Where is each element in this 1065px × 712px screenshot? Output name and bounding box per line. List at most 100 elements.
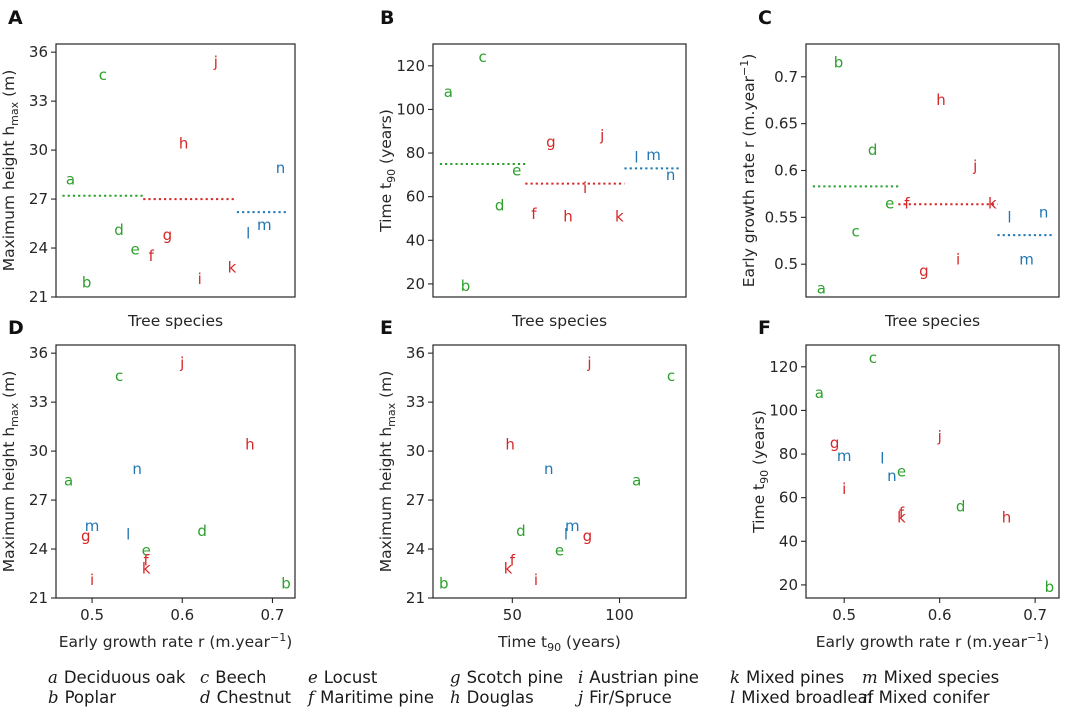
- legend-item-n: n Mixed conifer: [862, 688, 990, 707]
- panel-C-ytick-label: 0.55: [765, 208, 798, 226]
- panel-A-ylabel: Maximum height hmax (m): [0, 70, 21, 272]
- legend-letter: i: [578, 668, 584, 687]
- panel-E-ytick-label: 36: [406, 344, 425, 362]
- panel-C-point-e: e: [885, 194, 894, 212]
- panel-B-point-m: m: [646, 146, 661, 164]
- panel-B-letter: B: [380, 7, 394, 29]
- legend-species-name: Locust: [323, 668, 378, 687]
- panel-D-ytick-label: 33: [29, 393, 48, 411]
- panel-B-point-c: c: [478, 48, 486, 66]
- panel-B-ytick-label: 40: [406, 231, 425, 249]
- panel-A-point-l: l: [246, 224, 250, 242]
- panel-F-xlabel: Early growth rate r (m.year−1): [816, 631, 1050, 651]
- panel-F-point-l: l: [880, 449, 884, 467]
- panel-B-point-b: b: [461, 277, 471, 295]
- panel-A-point-i: i: [198, 270, 202, 288]
- panel-E-point-i: i: [534, 571, 538, 589]
- panel-D-xtick-label: 0.7: [261, 606, 285, 624]
- panel-F-point-c: c: [869, 349, 877, 367]
- legend-species-name: Beech: [215, 668, 267, 687]
- panel-D-ylabel: Maximum height hmax (m): [0, 371, 21, 573]
- panel-F-ytick-label: 100: [769, 401, 798, 419]
- panel-F-ytick-label: 80: [779, 445, 798, 463]
- panel-B-ytick-label: 20: [406, 275, 425, 293]
- panel-D-point-c: c: [115, 367, 123, 385]
- panel-B-point-h: h: [563, 207, 573, 225]
- panel-D-xtick-label: 0.6: [170, 606, 194, 624]
- legend-letter: n: [862, 688, 873, 707]
- panel-C-point-j: j: [972, 157, 977, 175]
- panel-D-letter: D: [8, 317, 24, 339]
- panel-B-point-f: f: [531, 205, 537, 223]
- legend-species-name: Mixed broadleaf: [741, 688, 874, 707]
- panel-C-point-l: l: [1007, 208, 1011, 226]
- legend-species-name: Mixed pines: [746, 668, 845, 687]
- legend-item-m: m Mixed species: [862, 668, 999, 687]
- legend-letter: e: [308, 668, 318, 687]
- legend-item-c: c Beech: [200, 668, 266, 687]
- panel-D-point-b: b: [281, 574, 291, 592]
- panel-F-letter: F: [758, 317, 771, 339]
- panel-B-ylabel: Time t90 (years): [377, 109, 398, 233]
- panel-C-point-c: c: [851, 222, 859, 240]
- legend-item-g: g Scotch pine: [450, 668, 563, 687]
- panel-E-ytick-label: 21: [406, 589, 425, 607]
- legend-letter: f: [308, 688, 315, 707]
- panel-C-ytick-label: 0.7: [774, 68, 798, 86]
- panel-A-point-k: k: [228, 259, 237, 277]
- panel-B-xlabel: Tree species: [511, 312, 607, 330]
- panel-E-point-j: j: [586, 354, 591, 372]
- legend-letter: k: [730, 668, 740, 687]
- panel-D-ytick-label: 21: [29, 589, 48, 607]
- legend-item-d: d Chestnut: [200, 688, 291, 707]
- panel-D-point-f: f: [144, 551, 150, 569]
- panel-D-ytick-label: 36: [29, 344, 48, 362]
- panel-F-ytick-label: 60: [779, 489, 798, 507]
- panel-D-point-k: k: [142, 560, 151, 578]
- panel-E-xlabel: Time t90 (years): [497, 633, 621, 654]
- panel-A-point-f: f: [149, 247, 155, 265]
- panel-A-ytick-label: 36: [29, 43, 48, 61]
- panel-F-point-b: b: [1045, 578, 1055, 596]
- panel-E-xtick-label: 50: [503, 606, 522, 624]
- panel-A: 21 24 27 30 33 36 a b c de fg h i j kl m n Tree species Ma…: [0, 7, 296, 330]
- legend-letter: a: [48, 668, 58, 687]
- panel-C-letter: C: [758, 7, 772, 29]
- legend-item-a: a Deciduous oak: [48, 668, 185, 687]
- panel-A-ytick-label: 30: [29, 141, 48, 159]
- panel-F-frame: [805, 344, 1060, 599]
- legend-species-name: Douglas: [466, 688, 534, 707]
- panel-D-point-e: e: [142, 542, 151, 560]
- legend-species-name: Deciduous oak: [63, 668, 186, 687]
- panel-E-point-d: d: [516, 522, 526, 540]
- panel-E-xtick-label: 100: [605, 606, 634, 624]
- panel-A-point-c: c: [99, 66, 107, 84]
- panel-A-point-a: a: [66, 170, 75, 188]
- panel-C-point-f: f: [904, 194, 910, 212]
- panel-B-ytick-label: 120: [396, 57, 425, 75]
- panel-E-point-l: l: [564, 525, 568, 543]
- panel-F-point-g: g: [830, 434, 840, 452]
- panel-F-point-j: j: [937, 428, 942, 446]
- panel-B-point-j: j: [599, 127, 604, 145]
- panel-C-ytick-label: 0.65: [765, 115, 798, 133]
- panel-E-ylabel: Maximum height hmax (m): [377, 371, 398, 573]
- panel-D-point-d: d: [197, 522, 207, 540]
- legend-item-e: e Locust: [308, 668, 377, 687]
- panel-C-point-h: h: [936, 91, 946, 109]
- panel-A-point-d: d: [114, 221, 124, 239]
- panel-D-xlabel: Early growth rate r (m.year−1): [59, 631, 293, 651]
- panel-A-point-g: g: [163, 226, 173, 244]
- legend-species-name: Chestnut: [216, 688, 292, 707]
- panel-B-point-n: n: [666, 166, 676, 184]
- panel-C-point-b: b: [834, 54, 844, 72]
- panel-C-point-a: a: [817, 280, 826, 298]
- panel-C-ytick-label: 0.5: [774, 255, 798, 273]
- panel-A-ytick-label: 24: [29, 239, 48, 257]
- panel-B-point-a: a: [444, 83, 453, 101]
- panel-B-point-k: k: [615, 207, 624, 225]
- legend-item-i: i Austrian pine: [578, 668, 699, 687]
- panel-F-point-k: k: [897, 508, 906, 526]
- panel-C-ylabel: Early growth rate r (m.year−1): [738, 54, 758, 288]
